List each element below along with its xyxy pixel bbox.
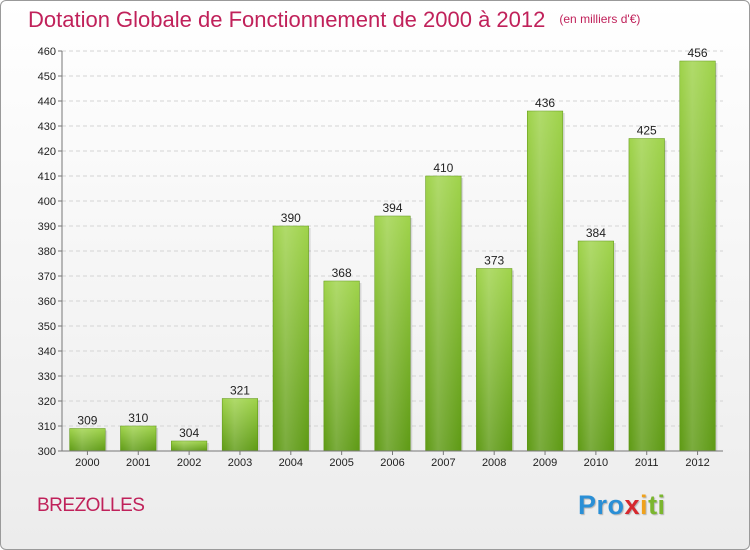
y-tick-label: 310 [38,421,56,433]
bar-shine [222,398,258,451]
y-tick-label: 460 [38,46,56,58]
value-label: 384 [586,226,606,240]
x-tick-label: 2012 [685,457,709,469]
y-tick-label: 300 [38,446,56,458]
y-tick-label: 330 [38,371,56,383]
bar-shine [374,216,411,451]
y-tick-label: 400 [38,196,56,208]
bar-shine [476,268,512,451]
value-label: 321 [230,384,250,398]
proxiti-logo: Proxiti [578,490,666,521]
bar-shine [273,226,309,451]
bar-shine [628,138,665,451]
y-tick-label: 390 [38,221,56,233]
y-tick-label: 430 [38,121,56,133]
bar-shine [425,176,462,451]
logo-part-2: x [624,490,641,520]
value-label: 456 [688,46,708,60]
logo-part-3: i [640,490,649,520]
x-tick-label: 2003 [228,457,252,469]
y-tick-label: 440 [38,96,56,108]
y-tick-label: 380 [38,246,56,258]
x-tick-label: 2011 [635,457,659,469]
y-tick-label: 410 [38,171,56,183]
y-tick-label: 420 [38,146,56,158]
value-label: 310 [128,411,148,425]
value-label: 436 [535,96,555,110]
x-tick-label: 2002 [177,457,201,469]
x-tick-label: 2005 [329,457,353,469]
x-tick-label: 2010 [584,457,608,469]
y-tick-label: 340 [38,346,56,358]
chart-title-text: Dotation Globale de Fonctionnement de 20… [28,7,546,32]
x-tick-label: 2008 [482,457,506,469]
bar-shine [120,426,157,451]
value-label: 368 [332,266,352,280]
chart-title: Dotation Globale de Fonctionnement de 20… [28,7,640,33]
commune-name: BREZOLLES [37,495,145,516]
bar-shine [679,61,716,451]
bar-shine [171,441,207,451]
y-tick-label: 450 [38,71,56,83]
y-tick-label: 320 [38,396,56,408]
value-label: 410 [433,161,453,175]
y-tick-label: 370 [38,271,56,283]
value-label: 373 [484,254,504,268]
x-tick-label: 2009 [533,457,557,469]
value-label: 390 [281,211,301,225]
bar-shine [323,281,360,451]
bar-shine [69,428,106,451]
logo-part-1: Pro [578,490,625,520]
bars-layer: 309 310 304 321 390 368 394 410 373 436 384 425 456 [69,46,718,452]
x-tick-label: 2006 [380,457,404,469]
value-label: 304 [179,426,199,440]
x-tick-label: 2001 [126,457,150,469]
x-tick-label: 2004 [279,457,303,469]
value-label: 425 [637,124,657,138]
value-label: 394 [382,201,402,215]
chart-unit-subtitle: (en milliers d'€) [559,12,641,26]
y-tick-label: 350 [38,321,56,333]
bar-shine [527,111,563,451]
logo-part-4: ti [648,490,666,520]
y-tick-label: 360 [38,296,56,308]
bar-shine [578,241,614,451]
value-label: 309 [77,414,97,428]
axis-layer: 300 310 320 330 340 350 360 370 380 390 400 410 420 4… [38,46,723,469]
x-tick-label: 2007 [431,457,455,469]
x-tick-label: 2000 [75,457,99,469]
